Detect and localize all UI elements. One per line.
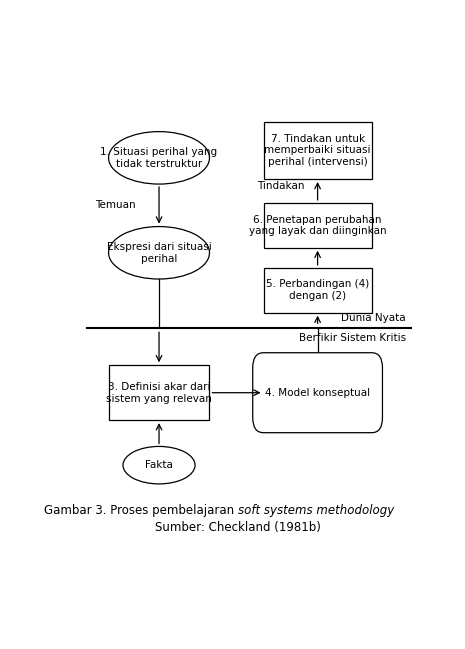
Text: Fakta: Fakta — [145, 460, 173, 470]
Text: Gambar 3. Proses pembelajaran: Gambar 3. Proses pembelajaran — [45, 504, 238, 517]
FancyBboxPatch shape — [264, 203, 372, 248]
Text: Ekspresi dari situasi
perihal: Ekspresi dari situasi perihal — [106, 242, 212, 263]
FancyBboxPatch shape — [264, 268, 372, 313]
FancyBboxPatch shape — [264, 121, 372, 179]
FancyBboxPatch shape — [108, 365, 209, 420]
Text: Dunia Nyata: Dunia Nyata — [341, 313, 406, 323]
Text: Temuan: Temuan — [95, 201, 136, 210]
Text: Berfikir Sistem Kritis: Berfikir Sistem Kritis — [299, 333, 406, 343]
Text: 7. Tindakan untuk
memperbaiki situasi
perihal (intervensi): 7. Tindakan untuk memperbaiki situasi pe… — [264, 134, 371, 167]
Text: 5. Perbandingan (4)
dengan (2): 5. Perbandingan (4) dengan (2) — [266, 280, 369, 301]
Text: Tindakan: Tindakan — [258, 181, 305, 191]
Text: 1. Situasi perihal yang
tidak terstruktur: 1. Situasi perihal yang tidak terstruktu… — [100, 147, 218, 169]
Text: 6. Penetapan perubahan
yang layak dan diinginkan: 6. Penetapan perubahan yang layak dan di… — [249, 215, 386, 236]
Text: 3. Definisi akar dari
sistem yang relevan: 3. Definisi akar dari sistem yang releva… — [106, 382, 212, 404]
Text: Sumber: Checkland (1981b): Sumber: Checkland (1981b) — [155, 521, 321, 534]
Text: soft systems methodology: soft systems methodology — [238, 504, 395, 517]
Text: 4. Model konseptual: 4. Model konseptual — [265, 387, 370, 398]
FancyBboxPatch shape — [252, 353, 382, 433]
